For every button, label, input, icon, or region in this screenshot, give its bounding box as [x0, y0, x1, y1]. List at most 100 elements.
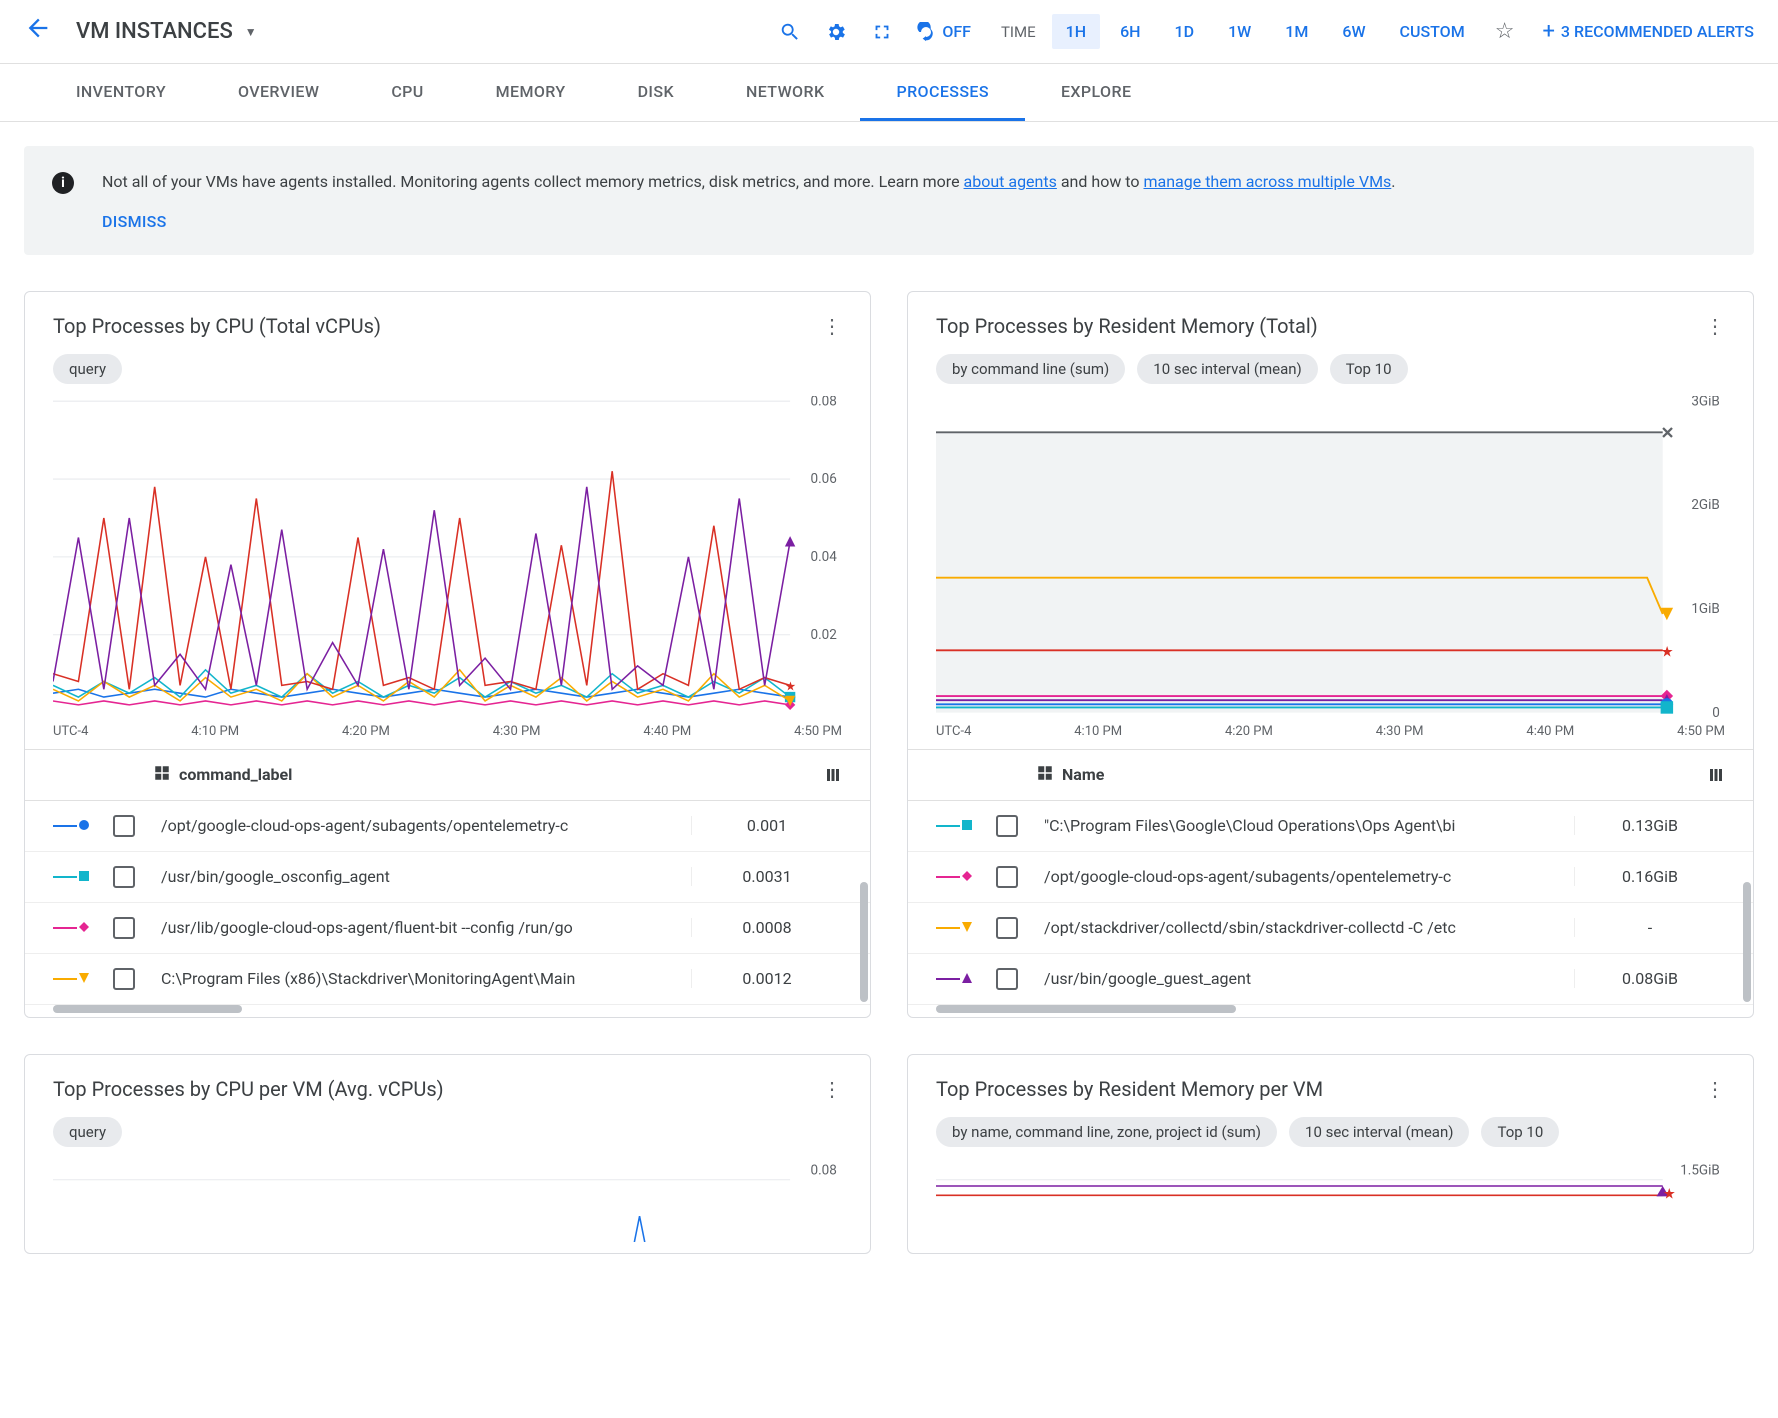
card-menu-icon[interactable]: ⋮: [1705, 1077, 1725, 1101]
chip[interactable]: by command line (sum): [936, 354, 1125, 384]
x-axis: UTC-4 4:10 PM 4:20 PM 4:30 PM 4:40 PM 4:…: [908, 718, 1753, 749]
card-title: Top Processes by CPU per VM (Avg. vCPUs): [53, 1077, 444, 1101]
checkbox[interactable]: [113, 968, 135, 990]
card-menu-icon[interactable]: ⋮: [822, 314, 842, 338]
series-marker: [53, 922, 113, 934]
checkbox[interactable]: [996, 968, 1018, 990]
row-label: /opt/google-cloud-ops-agent/subagents/op…: [153, 816, 692, 835]
banner-link-manage[interactable]: manage them across multiple VMs: [1143, 172, 1391, 191]
column-label: command_label: [179, 765, 292, 784]
fullscreen-icon[interactable]: [862, 12, 902, 52]
tab-overview[interactable]: OVERVIEW: [202, 64, 355, 121]
refresh-off-toggle[interactable]: OFF: [908, 22, 979, 42]
chip[interactable]: Top 10: [1330, 354, 1408, 384]
card-menu-icon[interactable]: ⋮: [822, 1077, 842, 1101]
page-title[interactable]: VM INSTANCES ▼: [76, 19, 257, 44]
chip[interactable]: query: [53, 1117, 122, 1147]
checkbox[interactable]: [996, 866, 1018, 888]
time-opt-custom[interactable]: CUSTOM: [1386, 14, 1479, 49]
chip[interactable]: 10 sec interval (mean): [1137, 354, 1317, 384]
series-marker: [53, 820, 113, 832]
chart[interactable]: 1.5GiB ★: [908, 1159, 1753, 1221]
series-marker: [936, 871, 996, 883]
search-icon[interactable]: [770, 12, 810, 52]
card-mem-per-vm: Top Processes by Resident Memory per VM …: [907, 1054, 1754, 1254]
row-value: 0.16GiB: [1575, 867, 1725, 886]
dismiss-button[interactable]: DISMISS: [102, 212, 1396, 231]
time-opt-6h[interactable]: 6H: [1106, 14, 1154, 49]
table-row[interactable]: /opt/google-cloud-ops-agent/subagents/op…: [908, 852, 1753, 903]
time-opt-6w[interactable]: 6W: [1328, 14, 1379, 49]
svg-text:0.02: 0.02: [811, 627, 838, 643]
chart[interactable]: 0.08: [25, 1159, 870, 1242]
chip[interactable]: Top 10: [1481, 1117, 1559, 1147]
horizontal-scrollbar[interactable]: [936, 1005, 1725, 1013]
time-opt-1d[interactable]: 1D: [1161, 14, 1209, 49]
recommended-alerts-label: 3 RECOMMENDED ALERTS: [1561, 22, 1754, 41]
card-title: Top Processes by CPU (Total vCPUs): [53, 314, 381, 338]
info-icon: i: [52, 172, 74, 194]
card-mem-total: Top Processes by Resident Memory (Total)…: [907, 291, 1754, 1018]
card-menu-icon[interactable]: ⋮: [1705, 314, 1725, 338]
columns-icon[interactable]: [1685, 766, 1725, 784]
tab-memory[interactable]: MEMORY: [460, 64, 602, 121]
tab-cpu[interactable]: CPU: [355, 64, 459, 121]
row-label: C:\Program Files (x86)\Stackdriver\Monit…: [153, 969, 692, 988]
vertical-scrollbar[interactable]: [1743, 882, 1751, 1002]
recommended-alerts-button[interactable]: + 3 RECOMMENDED ALERTS: [1530, 19, 1754, 44]
grid-icon: [153, 764, 171, 786]
grid-icon: [1036, 764, 1054, 786]
cards-grid: Top Processes by CPU (Total vCPUs) ⋮ que…: [0, 255, 1778, 1290]
back-button[interactable]: [24, 14, 52, 49]
svg-text:3GiB: 3GiB: [1691, 396, 1719, 409]
tab-processes[interactable]: PROCESSES: [860, 64, 1025, 121]
svg-text:1.5GiB: 1.5GiB: [1680, 1162, 1720, 1178]
checkbox[interactable]: [113, 815, 135, 837]
table-row[interactable]: /usr/bin/google_guest_agent 0.08GiB: [908, 954, 1753, 1005]
table-row[interactable]: "C:\Program Files\Google\Cloud Operation…: [908, 801, 1753, 852]
row-label: "C:\Program Files\Google\Cloud Operation…: [1036, 816, 1575, 835]
star-icon[interactable]: ☆: [1485, 19, 1525, 44]
tab-disk[interactable]: DISK: [602, 64, 710, 121]
time-label: TIME: [1001, 23, 1036, 41]
banner-link-about[interactable]: about agents: [964, 172, 1057, 191]
table-row[interactable]: /opt/google-cloud-ops-agent/subagents/op…: [25, 801, 870, 852]
chart[interactable]: 01GiB2GiB3GiB✕★: [908, 396, 1753, 718]
svg-text:0: 0: [1712, 705, 1720, 718]
checkbox[interactable]: [996, 815, 1018, 837]
svg-text:✕: ✕: [1661, 425, 1675, 444]
time-opt-1w[interactable]: 1W: [1214, 14, 1265, 49]
chip[interactable]: query: [53, 354, 122, 384]
svg-text:0.06: 0.06: [811, 471, 837, 487]
settings-icon[interactable]: [816, 12, 856, 52]
row-value: 0.0008: [692, 918, 842, 937]
column-label: Name: [1062, 765, 1104, 784]
row-value: 0.001: [692, 816, 842, 835]
tab-inventory[interactable]: INVENTORY: [40, 64, 202, 121]
svg-text:0.08: 0.08: [811, 1162, 837, 1178]
table-row[interactable]: /opt/stackdriver/collectd/sbin/stackdriv…: [908, 903, 1753, 954]
chip[interactable]: 10 sec interval (mean): [1289, 1117, 1469, 1147]
checkbox[interactable]: [113, 866, 135, 888]
table-row[interactable]: /usr/lib/google-cloud-ops-agent/fluent-b…: [25, 903, 870, 954]
columns-icon[interactable]: [802, 766, 842, 784]
card-title: Top Processes by Resident Memory (Total): [936, 314, 1318, 338]
table-header: command_label: [25, 749, 870, 801]
time-opt-1m[interactable]: 1M: [1271, 14, 1322, 49]
vertical-scrollbar[interactable]: [860, 882, 868, 1002]
table-row[interactable]: /usr/bin/google_osconfig_agent 0.0031: [25, 852, 870, 903]
row-label: /opt/google-cloud-ops-agent/subagents/op…: [1036, 867, 1575, 886]
tab-explore[interactable]: EXPLORE: [1025, 64, 1167, 121]
chip[interactable]: by name, command line, zone, project id …: [936, 1117, 1277, 1147]
chart[interactable]: 0.020.040.060.08★: [25, 396, 870, 718]
row-label: /opt/stackdriver/collectd/sbin/stackdriv…: [1036, 918, 1575, 937]
checkbox[interactable]: [113, 917, 135, 939]
series-marker: [936, 820, 996, 832]
horizontal-scrollbar[interactable]: [53, 1005, 842, 1013]
info-banner: i Not all of your VMs have agents instal…: [24, 146, 1754, 255]
row-label: /usr/lib/google-cloud-ops-agent/fluent-b…: [153, 918, 692, 937]
time-opt-1h[interactable]: 1H: [1052, 14, 1100, 49]
tab-network[interactable]: NETWORK: [710, 64, 861, 121]
checkbox[interactable]: [996, 917, 1018, 939]
table-row[interactable]: C:\Program Files (x86)\Stackdriver\Monit…: [25, 954, 870, 1005]
